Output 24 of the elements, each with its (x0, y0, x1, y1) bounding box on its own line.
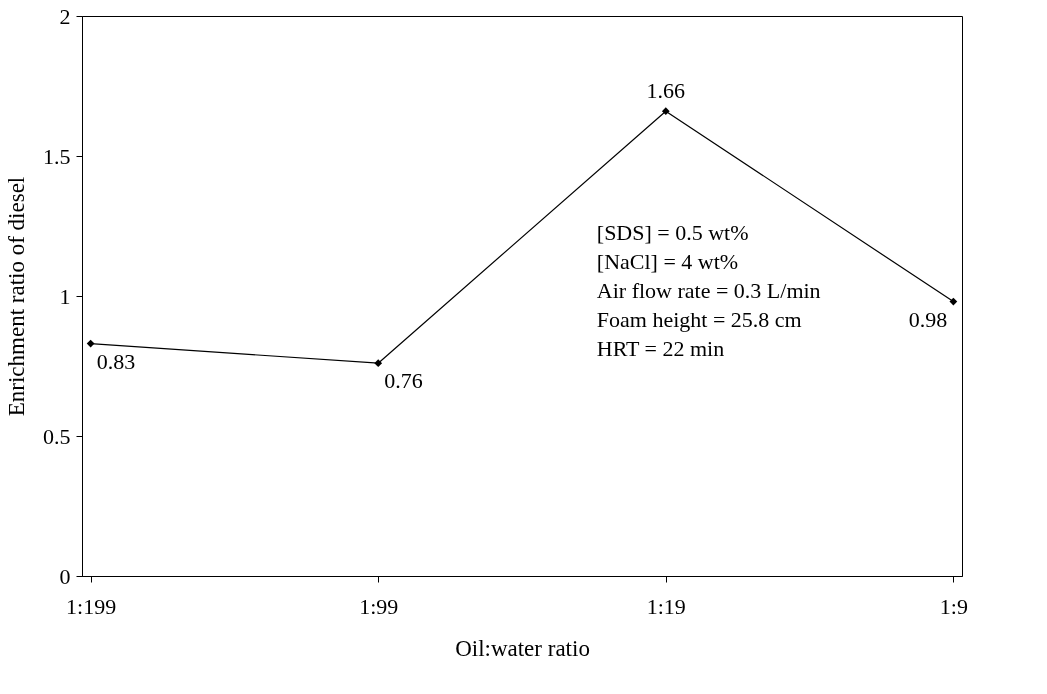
x-tick-label: 1:99 (359, 593, 399, 619)
x-tick-label: 1:199 (66, 593, 117, 619)
point (661, 107, 670, 116)
data-label: 0.76 (384, 368, 423, 394)
annotation: [SDS] = 0.5 wt% (596, 220, 749, 246)
annotation: Foam height = 25.8 cm (596, 307, 802, 333)
point (86, 339, 95, 348)
data-label: 0.83 (96, 348, 136, 374)
point (374, 359, 383, 368)
y-tick-label: 2 (59, 3, 71, 29)
annotation: HRT = 22 min (596, 336, 725, 362)
y-tick-label: 0.5 (43, 423, 71, 449)
y-tick-label: 0 (59, 563, 71, 589)
annotation: Air flow rate = 0.3 L/min (596, 278, 821, 304)
x-tick-label: 1:19 (646, 593, 686, 619)
annotation: [NaCl] = 4 wt% (596, 249, 739, 275)
x-axis-title: Oil:water ratio (455, 635, 590, 661)
data-label: 0.98 (908, 306, 948, 332)
y-tick-label: 1.5 (43, 143, 71, 169)
y-axis-title: Enrichment ratio of diesel (4, 176, 29, 417)
point (949, 297, 958, 306)
data-label: 1.66 (646, 78, 686, 104)
y-tick-label: 1 (59, 283, 71, 309)
x-tick-label: 1:9 (939, 593, 968, 619)
